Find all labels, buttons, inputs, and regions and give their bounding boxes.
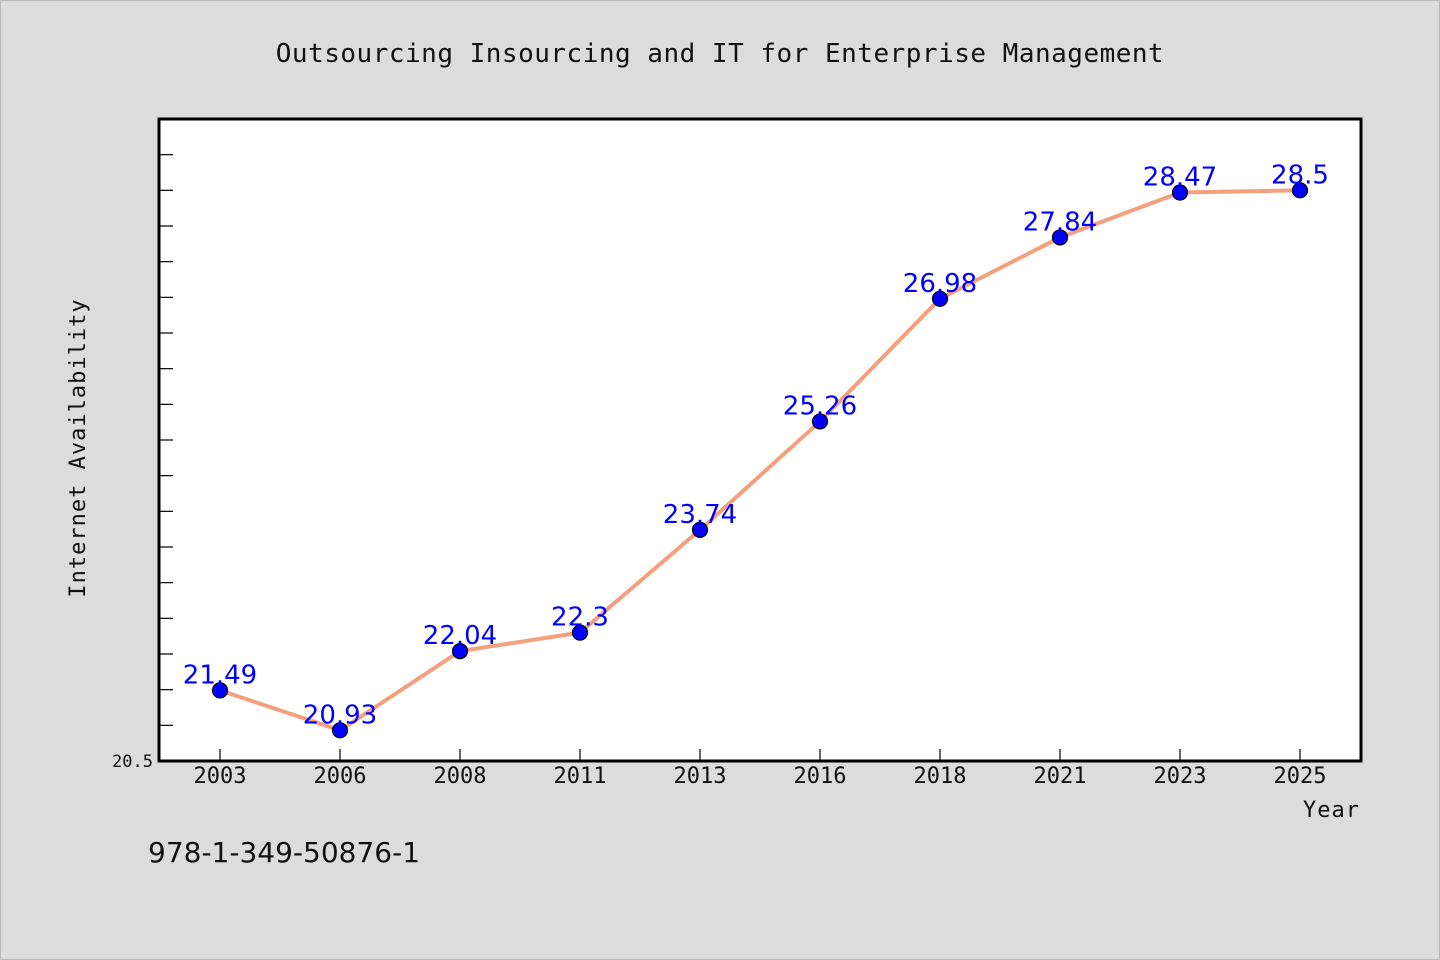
data-point [931, 290, 949, 307]
x-axis-label: Year [1303, 798, 1360, 823]
data-point [331, 722, 349, 739]
x-tick-label: 2006 [314, 764, 367, 789]
x-tick-label: 2023 [1154, 764, 1207, 789]
data-labels: 21.49 20.93 22.04 22.3 23.74 25.26 26.98 27.84 2… [183, 160, 1329, 730]
plot-area [157, 117, 1363, 763]
data-label: 28.5 [1271, 160, 1329, 190]
data-label: 28.47 [1143, 162, 1217, 192]
data-point [691, 521, 709, 538]
chart-title: Outsourcing Insourcing and IT for Enterp… [276, 39, 1164, 69]
x-tick-label: 2025 [1274, 764, 1327, 789]
x-tick-label: 2016 [794, 764, 847, 789]
x-axis-tick-labels: 2003 2006 2008 2011 2013 2016 2018 2021 2023 2025 [194, 764, 1327, 789]
data-label: 25.26 [783, 391, 857, 421]
x-tick-label: 2003 [194, 764, 247, 789]
data-label: 26.98 [903, 269, 977, 299]
data-point [571, 624, 589, 641]
x-axis-ticks [219, 749, 1301, 761]
data-point [1171, 184, 1189, 201]
y-axis-label: Internet Availability [66, 298, 91, 597]
x-tick-label: 2013 [674, 764, 727, 789]
y-tick-label: 20.5 [112, 752, 153, 772]
data-label: 27.84 [1023, 207, 1097, 237]
series-line [219, 188, 1301, 733]
series-markers [211, 182, 1309, 739]
y-axis-ticks [159, 154, 173, 726]
data-point [1051, 229, 1069, 246]
data-point [811, 413, 829, 430]
data-point [1291, 182, 1309, 199]
data-label: 23.74 [663, 500, 737, 530]
data-label: 22.04 [423, 621, 497, 651]
x-tick-label: 2011 [554, 764, 607, 789]
data-label: 22.3 [551, 603, 609, 633]
data-label: 21.49 [183, 660, 257, 690]
x-tick-label: 2018 [914, 764, 967, 789]
data-point [451, 643, 469, 660]
x-tick-label: 2021 [1034, 764, 1087, 789]
data-point [211, 682, 229, 699]
y-axis-tick-labels: 20.5 [112, 752, 153, 772]
data-label: 20.93 [303, 700, 377, 730]
x-tick-label: 2008 [434, 764, 487, 789]
footnote-isbn: 978-1-349-50876-1 [148, 836, 420, 869]
